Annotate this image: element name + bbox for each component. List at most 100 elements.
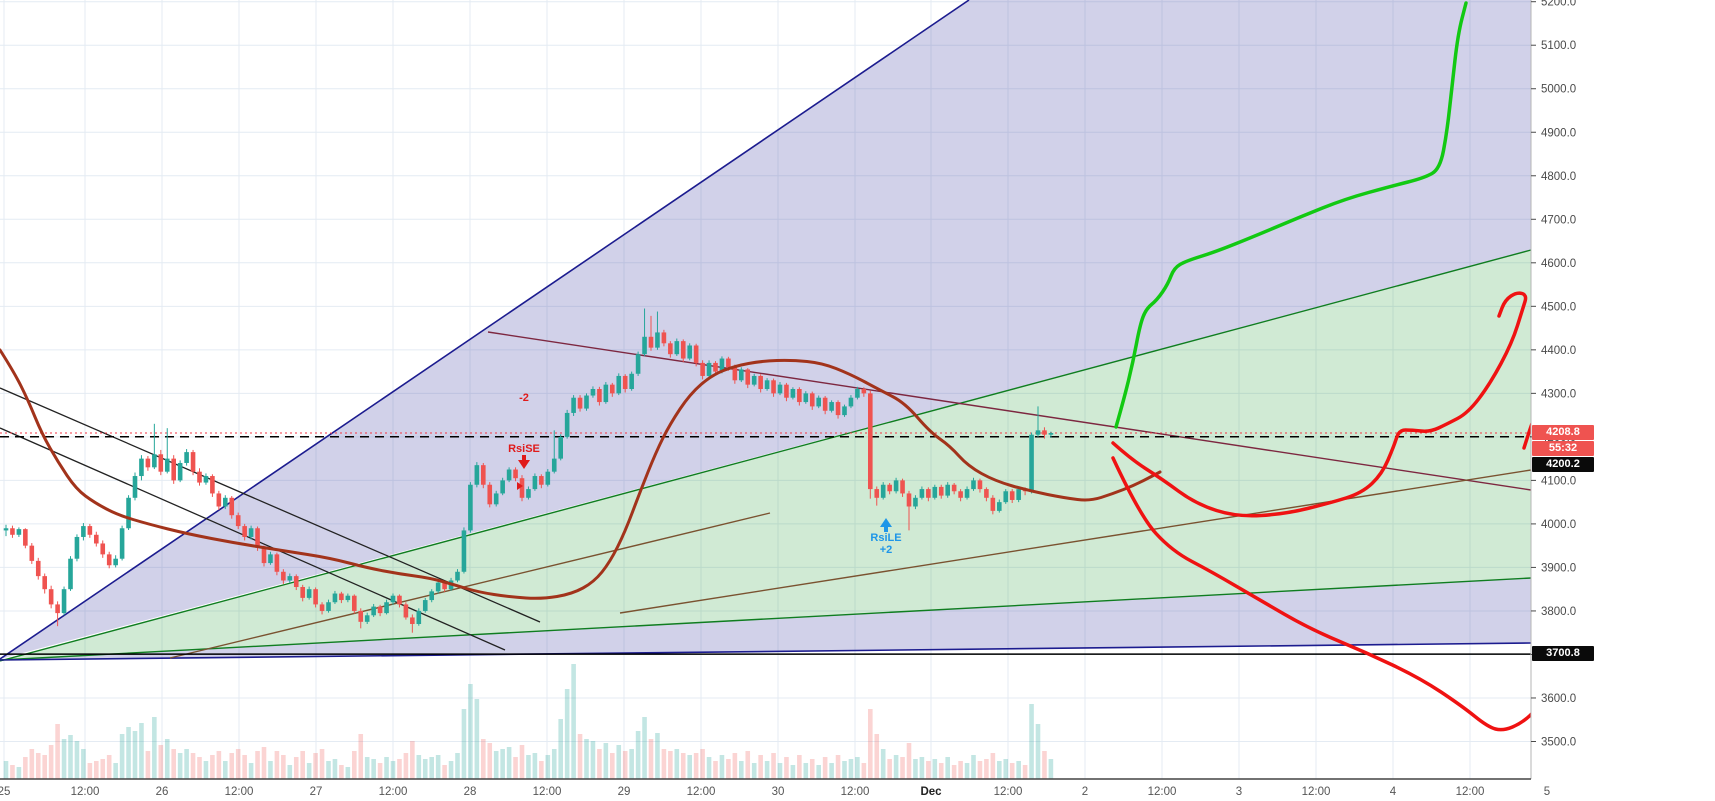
- candle-body: [545, 471, 551, 485]
- volume-bar: [751, 763, 757, 779]
- time-axis-label: 12:00: [1456, 786, 1485, 798]
- volume-bar: [951, 765, 957, 779]
- last-price-tag: 4208.8: [1532, 425, 1594, 440]
- volume-bar: [971, 755, 976, 779]
- volume-bar: [242, 755, 247, 779]
- volume-bar: [184, 749, 189, 779]
- volume-bar: [984, 759, 989, 779]
- candle-body: [855, 389, 860, 398]
- price-axis[interactable]: 5200.0 5100.0 5000.0 4900.0 4800.0 4700.0 4600…: [1530, 0, 1715, 801]
- volume-bar: [1003, 759, 1009, 779]
- pitchfork-bands[interactable]: [0, 0, 1532, 662]
- brown-ascending-2[interactable]: [169, 512, 771, 659]
- volume-bar: [674, 749, 680, 779]
- candle-body: [332, 593, 338, 603]
- candle-body: [10, 528, 15, 535]
- green-hand-drawing[interactable]: [1114, 1, 1468, 429]
- candle-body: [16, 529, 22, 535]
- price-axis-label: 5000.0: [1541, 84, 1576, 96]
- volume-bar: [842, 761, 847, 779]
- volume-bar: [203, 761, 209, 779]
- volume-bar: [300, 751, 305, 779]
- candle-body: [481, 465, 486, 485]
- time-axis-label: 27: [310, 786, 323, 798]
- ma-curve[interactable]: [0, 348, 1162, 600]
- candle-body: [429, 591, 434, 601]
- candle-body: [900, 480, 905, 494]
- pitchfork-bottom-line[interactable]: [0, 642, 1532, 661]
- candle-body: [48, 589, 54, 605]
- price-axis-label: 4300.0: [1541, 388, 1576, 400]
- candle-body: [861, 389, 867, 394]
- candle-body: [880, 484, 886, 498]
- volume-bar: [68, 735, 73, 779]
- volume-bar: [551, 749, 557, 779]
- volume-bar: [900, 757, 905, 779]
- candle-body: [255, 528, 260, 548]
- volume-bar: [442, 765, 447, 779]
- time-axis-label: 12:00: [841, 786, 870, 798]
- volume-bar: [119, 734, 125, 779]
- candle-body: [345, 595, 351, 601]
- price-axis-label: 4400.0: [1541, 345, 1576, 357]
- candle-body: [55, 604, 60, 614]
- candle-body: [564, 412, 570, 437]
- volume-bar: [635, 731, 641, 779]
- candle-body: [726, 358, 731, 368]
- volume-bar: [680, 753, 686, 779]
- candle-body: [622, 375, 628, 390]
- volume-bar: [364, 757, 370, 779]
- time-axis[interactable]: 25 12:00 26 12:00 27 12:00 28 12:00 29 12:00 30 12:…: [0, 778, 1550, 801]
- volume-bar: [461, 709, 467, 779]
- red-hand-drawing[interactable]: [1111, 291, 1528, 518]
- candle-body: [874, 489, 880, 498]
- price-axis-label: 4800.0: [1541, 171, 1576, 183]
- rsi-long-label: RsiLE: [870, 532, 902, 544]
- price-axis-label: 3600.0: [1541, 693, 1576, 705]
- volume-bar: [1048, 759, 1054, 779]
- candle-body: [23, 529, 28, 546]
- candle-body: [100, 543, 106, 555]
- volume-bar: [848, 759, 854, 779]
- upper-purple-band[interactable]: [0, 0, 1531, 659]
- rsi-long-counter: +2: [879, 544, 893, 556]
- pitchfork-upper-green-line[interactable]: [0, 249, 1532, 662]
- price-axis-label: 4900.0: [1541, 127, 1576, 139]
- volume-bar: [809, 759, 815, 779]
- candle-body: [113, 558, 118, 566]
- volume-bar: [693, 753, 699, 779]
- candle-body: [777, 384, 783, 394]
- countdown-tag: 55:32: [1532, 441, 1594, 456]
- candle-body: [184, 452, 189, 463]
- volume-bar: [397, 759, 402, 779]
- horizontal-price-lines[interactable]: [0, 432, 1531, 655]
- volume-bar: [661, 749, 667, 779]
- volume-bar: [87, 763, 93, 779]
- volume-bar: [829, 763, 834, 779]
- time-axis-label: 4: [1390, 786, 1397, 798]
- candle-body: [416, 610, 422, 624]
- volume-bar: [590, 741, 596, 779]
- candle-body: [126, 497, 131, 529]
- volume-bar: [822, 757, 828, 779]
- volume-bar: [713, 761, 718, 779]
- candle-body: [551, 458, 557, 472]
- brown-ascending[interactable]: [619, 469, 1532, 614]
- volume-bar: [622, 751, 628, 779]
- volume-bar: [403, 753, 409, 779]
- maroon-descending[interactable]: [487, 331, 1532, 491]
- dashed-line-price-tag: 4200.2: [1532, 457, 1594, 472]
- volume-bar: [164, 739, 170, 779]
- volume-bar: [861, 763, 867, 779]
- pitchfork-top-line[interactable]: [0, 0, 970, 660]
- red-hand-drawing[interactable]: [1111, 456, 1546, 732]
- candle-body: [971, 480, 976, 490]
- volume-bar: [835, 755, 841, 779]
- price-axis-label: 5200.0: [1541, 0, 1576, 9]
- volume-bar: [564, 689, 570, 779]
- volume-bar: [474, 699, 480, 779]
- pitchfork-lower-green-line[interactable]: [0, 577, 1532, 661]
- volume-bar: [893, 755, 899, 779]
